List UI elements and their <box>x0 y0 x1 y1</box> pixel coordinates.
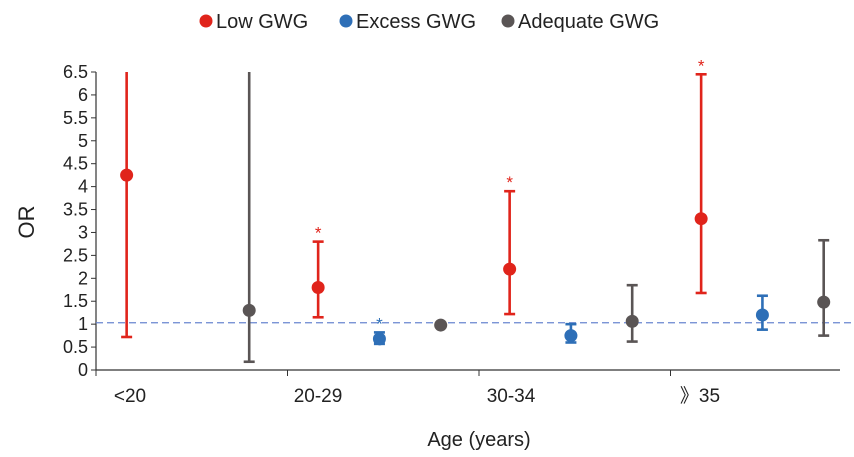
data-point <box>242 303 256 317</box>
legend-marker <box>199 14 213 28</box>
y-tick-label: 0 <box>78 360 88 380</box>
legend-label: Adequate GWG <box>518 11 659 33</box>
legend: Low GWG Excess GWG Adequate GWG <box>199 11 659 33</box>
legend-label: Excess GWG <box>356 11 476 33</box>
x-tick-label: 20-29 <box>294 386 343 407</box>
data-point <box>434 318 448 332</box>
series-adequate-gwg <box>242 72 831 364</box>
y-tick-label: 6 <box>78 85 88 105</box>
legend-marker <box>501 14 515 28</box>
data-point <box>503 262 517 276</box>
y-tick-label: 4 <box>78 177 88 197</box>
y-tick-label: 0.5 <box>63 337 88 357</box>
significance-marker: * <box>698 56 705 75</box>
y-tick-label: 5.5 <box>63 108 88 128</box>
data-point <box>755 308 769 322</box>
x-tick-label: 》35 <box>680 385 720 407</box>
data-point <box>564 329 578 343</box>
y-tick-label: 2.5 <box>63 245 88 265</box>
data-point <box>694 212 708 226</box>
data-point <box>625 314 639 328</box>
significance-marker: * <box>506 173 513 192</box>
y-tick-label: 3.5 <box>63 200 88 220</box>
y-tick-label: 4.5 <box>63 154 88 174</box>
series-low-gwg: * * * <box>120 56 708 339</box>
data-point <box>120 168 134 182</box>
legend-item: Adequate GWG <box>501 11 659 33</box>
data-point <box>311 280 325 294</box>
legend-marker <box>339 14 353 28</box>
y-axis-title: OR <box>14 206 39 239</box>
significance-marker: * <box>315 224 322 243</box>
series-layer: * * * * <box>120 56 831 364</box>
y-tick-label: 1 <box>78 314 88 334</box>
legend-item: Low GWG <box>199 11 308 33</box>
x-tick-label: <20 <box>114 386 146 407</box>
y-tick-label: 3 <box>78 222 88 242</box>
data-point <box>372 332 386 346</box>
y-tick-label: 2 <box>78 268 88 288</box>
y-tick-label: 1.5 <box>63 291 88 311</box>
y-tick-label: 5 <box>78 131 88 151</box>
legend-label: Low GWG <box>216 11 308 33</box>
axes: 0 0.5 1 1.5 2 2.5 33.5 4 4.5 5 5.5 6 6.5 <20 20-29 30-3… <box>63 62 840 407</box>
data-point <box>817 295 831 309</box>
x-tick-label: 30-34 <box>487 386 536 407</box>
legend-item: Excess GWG <box>339 11 476 33</box>
significance-marker: * <box>376 314 383 333</box>
y-tick-label: 6.5 <box>63 62 88 82</box>
x-axis-title: Age (years) <box>427 429 530 451</box>
series-excess-gwg: * <box>372 294 769 346</box>
